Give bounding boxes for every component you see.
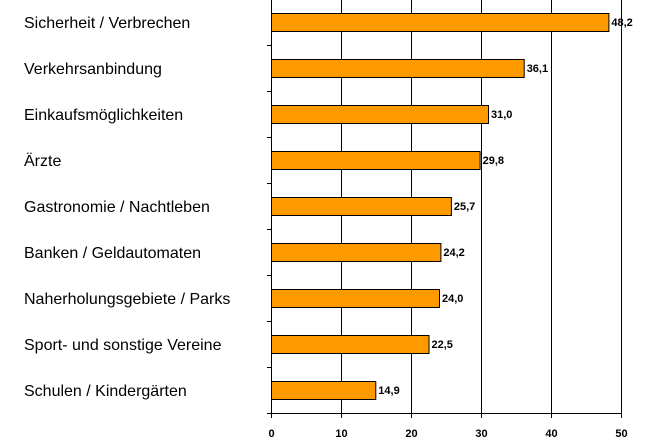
value-label-0: 48,2 [611,17,632,29]
category-label-1: Verkehrsanbindung [24,61,162,78]
bar-0 [271,13,610,32]
category-label-5: Banken / Geldautomaten [24,245,201,262]
category-label-6: Naherholungsgebiete / Parks [24,291,230,308]
bar-1 [271,59,525,78]
axes [267,0,622,418]
value-label-7: 22,5 [432,339,453,351]
bar-2 [271,105,489,124]
value-label-6: 24,0 [442,293,463,305]
bar-8 [271,381,377,400]
bars [271,13,610,400]
bar-4 [271,197,452,216]
x-tick-label-50: 50 [615,428,627,440]
value-label-5: 24,2 [443,247,464,259]
x-tick-label-40: 40 [545,428,557,440]
category-label-4: Gastronomie / Nachtleben [24,199,210,216]
category-label-3: Ärzte [24,152,61,170]
bar-5 [271,243,442,262]
bar-3 [271,151,481,170]
x-tick-label-10: 10 [335,428,347,440]
value-label-1: 36,1 [527,63,548,75]
category-label-2: Einkaufsmöglichkeiten [24,107,183,124]
value-label-8: 14,9 [378,385,399,397]
value-label-2: 31,0 [491,109,512,121]
x-tick-label-0: 0 [268,428,274,440]
value-label-4: 25,7 [454,201,475,213]
bar-6 [271,289,440,308]
value-label-3: 29,8 [483,155,504,167]
x-tick-label-30: 30 [475,428,487,440]
category-labels: Sicherheit / Verbrechen Verkehrsanbindung… [24,15,230,400]
category-label-7: Sport- und sonstige Vereine [24,337,222,354]
category-label-8: Schulen / Kindergärten [24,383,187,400]
x-tick-labels: 0 10 20 30 40 50 [268,428,627,440]
x-tick-label-20: 20 [405,428,417,440]
value-labels: 48,2 36,1 31,0 29,8 25,7 24,2 24,0 22,5 14,9 [378,17,633,397]
category-label-0: Sicherheit / Verbrechen [24,15,190,32]
bar-7 [271,335,430,354]
